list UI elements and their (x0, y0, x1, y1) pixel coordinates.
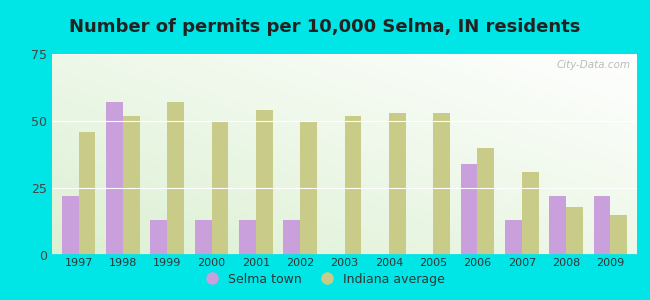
Bar (549, 196, 566, 255)
Bar (522, 172, 539, 255)
Bar (195, 220, 211, 255)
Bar (478, 148, 494, 255)
Bar (593, 196, 610, 255)
Bar (566, 207, 583, 255)
Bar (62, 196, 79, 255)
Bar (150, 220, 167, 255)
Bar (300, 121, 317, 255)
Legend: Selma town, Indiana average: Selma town, Indiana average (200, 268, 450, 291)
Bar (389, 113, 406, 255)
Bar (283, 220, 300, 255)
Text: Number of permits per 10,000 Selma, IN residents: Number of permits per 10,000 Selma, IN r… (70, 18, 580, 36)
Bar (79, 132, 96, 255)
Bar (344, 116, 361, 255)
Bar (461, 164, 478, 255)
Bar (505, 220, 522, 255)
Bar (106, 102, 123, 255)
Bar (211, 121, 228, 255)
Bar (433, 113, 450, 255)
Bar (167, 102, 184, 255)
Bar (123, 116, 140, 255)
Bar (239, 220, 256, 255)
Bar (256, 110, 273, 255)
Bar (610, 215, 627, 255)
Text: City-Data.com: City-Data.com (557, 60, 631, 70)
